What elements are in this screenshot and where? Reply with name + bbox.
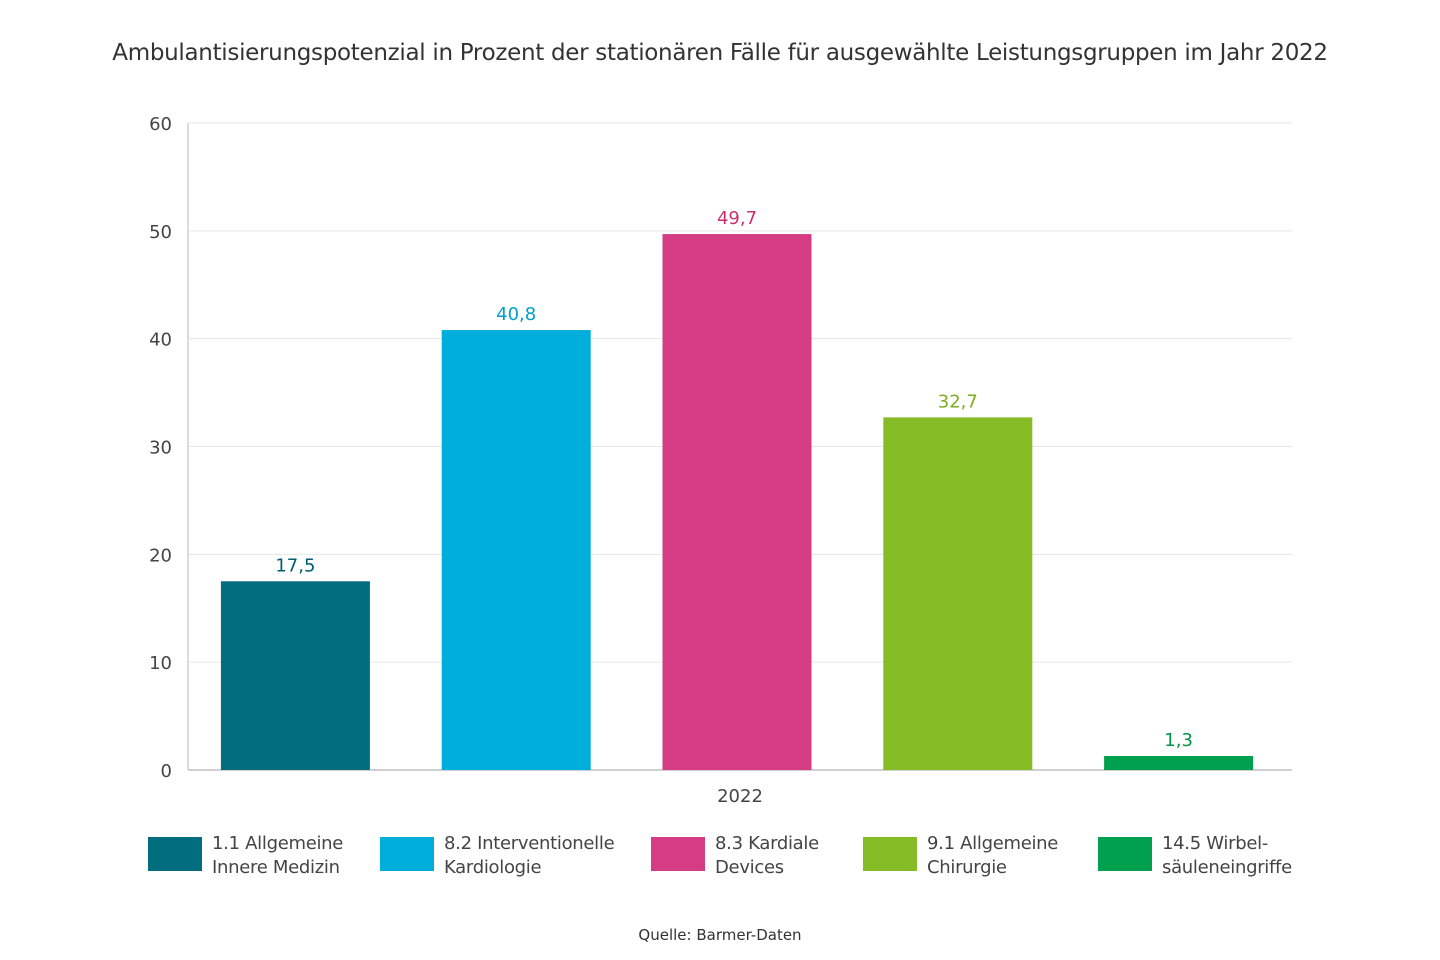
legend-swatch xyxy=(1098,837,1152,871)
y-tick-label: 60 xyxy=(149,114,172,135)
bar xyxy=(662,234,812,770)
bar xyxy=(441,330,591,770)
data-label: 32,7 xyxy=(938,391,978,412)
data-label: 17,5 xyxy=(275,555,315,576)
legend-item: 8.3 Kardiale Devices xyxy=(651,832,819,880)
legend-item: 1.1 Allgemeine Innere Medizin xyxy=(148,832,343,880)
source-note: Quelle: Barmer-Daten xyxy=(638,926,802,944)
legend-item: 8.2 Interventionelle Kardiologie xyxy=(380,832,615,880)
legend-swatch xyxy=(651,837,705,871)
legend-item: 9.1 Allgemeine Chirurgie xyxy=(863,832,1058,880)
legend-label: 1.1 Allgemeine Innere Medizin xyxy=(212,833,344,878)
y-tick-label: 10 xyxy=(149,653,172,674)
x-tick-label: 2022 xyxy=(717,786,763,807)
legend-label: 8.2 Interventionelle Kardiologie xyxy=(444,833,615,878)
legend-swatch xyxy=(380,837,434,871)
y-tick-label: 50 xyxy=(149,222,172,243)
legend-label: 14.5 Wirbel- säuleneingriffe xyxy=(1162,833,1292,878)
legend-label: 8.3 Kardiale Devices xyxy=(715,833,819,878)
data-label: 40,8 xyxy=(496,304,536,325)
bar xyxy=(220,581,370,770)
legend-label: 9.1 Allgemeine Chirurgie xyxy=(927,833,1059,878)
y-tick-label: 40 xyxy=(149,330,172,351)
bar xyxy=(1104,755,1254,770)
data-label: 1,3 xyxy=(1164,730,1193,751)
y-tick-label: 20 xyxy=(149,545,172,566)
legend-item: 14.5 Wirbel- säuleneingriffe xyxy=(1098,832,1292,880)
bar xyxy=(883,417,1033,770)
legend-swatch xyxy=(148,837,202,871)
data-label: 49,7 xyxy=(717,208,757,229)
y-tick-label: 30 xyxy=(149,438,172,459)
legend-swatch xyxy=(863,837,917,871)
chart-title: Ambulantisierungspotenzial in Prozent de… xyxy=(112,40,1328,66)
y-tick-label: 0 xyxy=(161,761,172,782)
